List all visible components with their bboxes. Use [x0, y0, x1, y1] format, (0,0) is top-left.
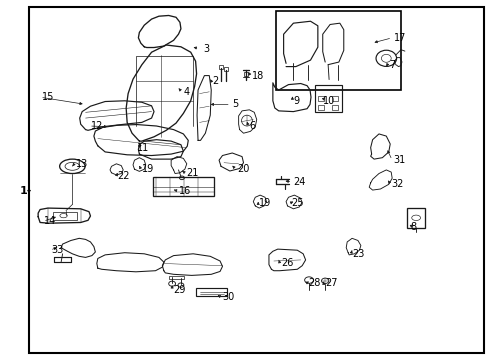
Bar — [331, 105, 337, 110]
Bar — [152, 177, 213, 196]
Text: 31: 31 — [393, 155, 405, 165]
Bar — [224, 67, 227, 71]
Text: 30: 30 — [222, 292, 234, 302]
Text: 16: 16 — [178, 186, 190, 196]
Text: 19: 19 — [142, 164, 154, 174]
Text: 7: 7 — [388, 60, 394, 70]
Text: 24: 24 — [293, 177, 305, 187]
Text: 1-: 1- — [20, 186, 32, 196]
Bar — [219, 65, 223, 69]
Text: 2: 2 — [212, 76, 219, 86]
Text: 6: 6 — [249, 121, 255, 131]
Text: 26: 26 — [281, 258, 293, 268]
Text: 11: 11 — [137, 143, 149, 153]
Bar — [406, 208, 425, 228]
Bar — [317, 105, 324, 110]
Text: 29: 29 — [173, 285, 185, 295]
Text: 23: 23 — [351, 249, 364, 259]
Text: 32: 32 — [390, 179, 403, 189]
Text: 5: 5 — [232, 99, 238, 109]
Text: 33: 33 — [51, 245, 63, 255]
Text: 9: 9 — [293, 96, 299, 106]
Text: 21: 21 — [185, 168, 198, 178]
Bar — [168, 276, 184, 279]
Text: 10: 10 — [322, 96, 334, 106]
Text: 28: 28 — [307, 278, 320, 288]
Bar — [53, 212, 77, 220]
Text: 13: 13 — [76, 159, 88, 169]
Text: 25: 25 — [290, 198, 303, 208]
Bar — [276, 11, 400, 90]
Text: 15: 15 — [41, 92, 54, 102]
Bar — [317, 96, 324, 101]
Bar — [244, 72, 247, 76]
Text: 27: 27 — [325, 278, 337, 288]
Bar — [315, 85, 342, 112]
Text: 20: 20 — [237, 164, 249, 174]
Text: 12: 12 — [90, 121, 102, 131]
Bar — [195, 288, 227, 296]
Text: 22: 22 — [117, 171, 130, 181]
Text: 4: 4 — [183, 87, 189, 97]
Text: 8: 8 — [410, 222, 416, 232]
Text: 17: 17 — [393, 33, 405, 43]
Text: 18: 18 — [251, 71, 264, 81]
Text: 14: 14 — [44, 216, 56, 226]
Text: 3: 3 — [203, 44, 209, 54]
Bar — [331, 96, 337, 101]
Text: 19: 19 — [259, 198, 271, 208]
